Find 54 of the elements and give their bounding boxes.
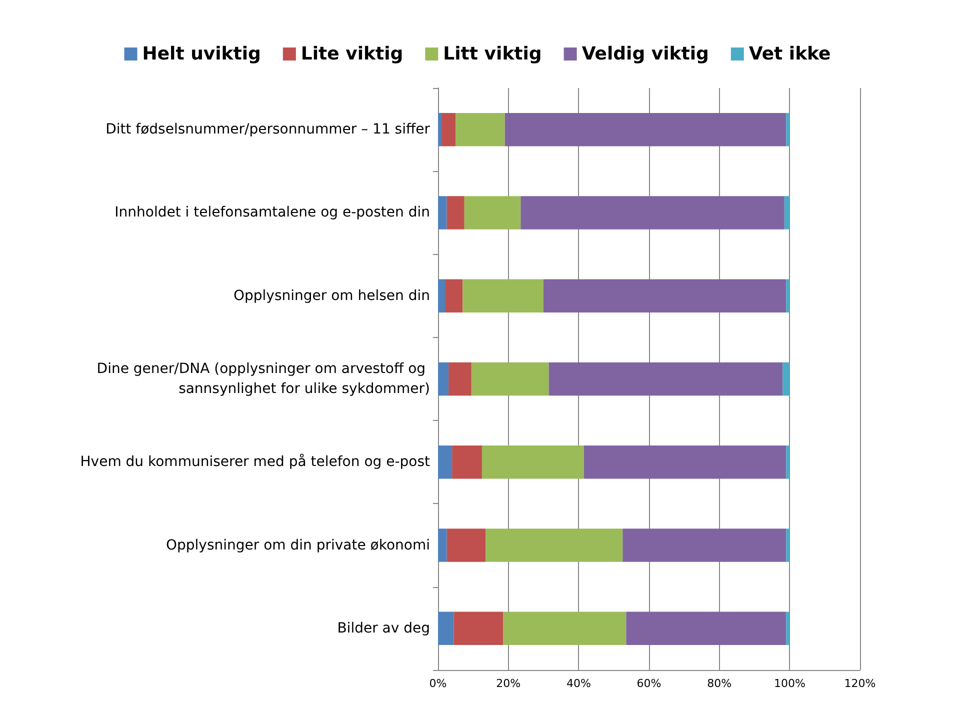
bar (786, 279, 790, 312)
bar (786, 528, 790, 562)
x-tick-label: 40% (566, 677, 591, 690)
bar (438, 612, 454, 646)
bar (482, 446, 584, 479)
x-tick-label: 0% (429, 677, 447, 690)
x-tick-label: 60% (636, 677, 662, 690)
bar (452, 446, 482, 479)
bar (438, 112, 442, 146)
bar (445, 279, 463, 312)
bar (438, 446, 452, 479)
bar (442, 112, 456, 146)
legend-label: Helt uviktig (142, 44, 261, 64)
bar (503, 612, 626, 646)
x-tick-label: 120% (844, 677, 876, 690)
y-tick-label: Ditt fødselsnummer/personnummer – 11 siffer (106, 122, 430, 138)
bar (622, 528, 786, 562)
legend-label: Vet ikke (748, 44, 831, 64)
bar (456, 112, 505, 146)
y-tick-label: Innholdet i telefonsamtalene og e-posten din (114, 204, 430, 221)
bar (626, 612, 786, 646)
bar (446, 196, 464, 230)
bar (520, 196, 784, 230)
bar (485, 528, 623, 562)
x-tick-label: 100% (774, 677, 806, 690)
y-tick-label: Dine gener/DNA (opplysninger om arvestoff og sannsynlighet for ulike sykdommer) (96, 361, 430, 397)
bar (454, 612, 504, 646)
bar (786, 612, 790, 646)
bar (438, 362, 449, 396)
bar (448, 362, 472, 396)
bar (784, 196, 790, 230)
bar (548, 362, 783, 396)
bar (544, 279, 786, 312)
y-tick-label: Opplysninger om din private økonomi (166, 537, 430, 554)
y-tick-label: Opplysninger om helsen din (233, 288, 430, 304)
y-tick-label: Hvem du kommuniserer med på telefon og e-post (80, 453, 431, 470)
bar (786, 446, 790, 479)
bar (504, 112, 786, 146)
bar (438, 528, 447, 562)
bar (438, 279, 446, 312)
bar (471, 362, 549, 396)
y-tick-label: Bilder av deg (337, 620, 430, 636)
bar (462, 279, 544, 312)
x-tick-label: 80% (707, 677, 732, 690)
bar (584, 446, 786, 479)
bar (786, 112, 790, 146)
bar (782, 362, 790, 396)
bar (464, 196, 521, 230)
legend-label: Veldig viktig (582, 44, 709, 64)
x-tick-label: 20% (496, 677, 521, 690)
legend-label: Litt viktig (443, 44, 542, 64)
legend-label: Lite viktig (300, 44, 404, 64)
bar (446, 528, 486, 562)
bar (438, 196, 447, 230)
